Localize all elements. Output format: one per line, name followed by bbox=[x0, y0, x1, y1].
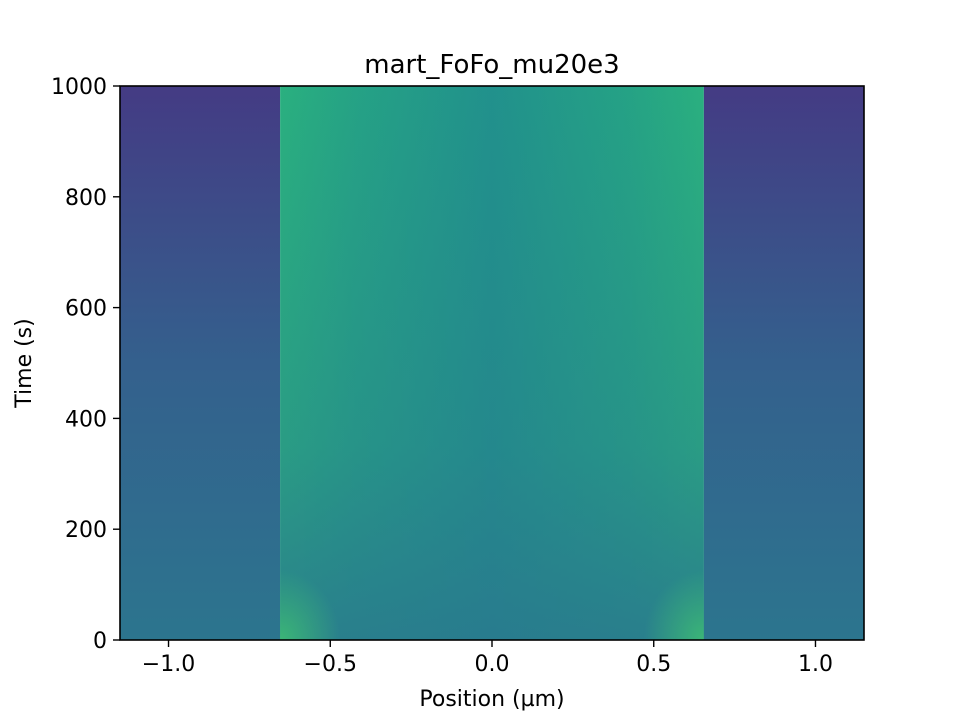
y-axis: 0 200 400 600 800 1000 bbox=[51, 75, 120, 654]
chart-title: mart_FoFo_mu20e3 bbox=[364, 50, 619, 80]
heatmap-corner-right bbox=[643, 570, 704, 640]
x-tick-label: −1.0 bbox=[142, 652, 195, 677]
plot-area bbox=[119, 85, 865, 641]
y-tick-label: 400 bbox=[65, 407, 107, 432]
y-tick-label: 0 bbox=[93, 629, 107, 654]
y-tick-label: 200 bbox=[65, 518, 107, 543]
heatmap-region-outer-left bbox=[120, 86, 281, 640]
y-tick-label: 800 bbox=[65, 186, 107, 211]
heatmap-corner-left bbox=[280, 570, 341, 640]
x-tick-label: 0.5 bbox=[636, 652, 671, 677]
x-axis-label: Position (µm) bbox=[419, 687, 564, 712]
y-axis-label: Time (s) bbox=[12, 318, 37, 408]
y-tick-label: 1000 bbox=[51, 75, 107, 100]
y-tick-label: 600 bbox=[65, 297, 107, 322]
heatmap-region-inner-shade bbox=[280, 86, 704, 640]
x-tick-label: 0.0 bbox=[475, 652, 510, 677]
x-axis: −1.0 −0.5 0.0 0.5 1.0 bbox=[142, 640, 833, 677]
heatmap-region-outer-right bbox=[703, 86, 864, 640]
x-tick-label: 1.0 bbox=[798, 652, 833, 677]
x-tick-label: −0.5 bbox=[304, 652, 357, 677]
